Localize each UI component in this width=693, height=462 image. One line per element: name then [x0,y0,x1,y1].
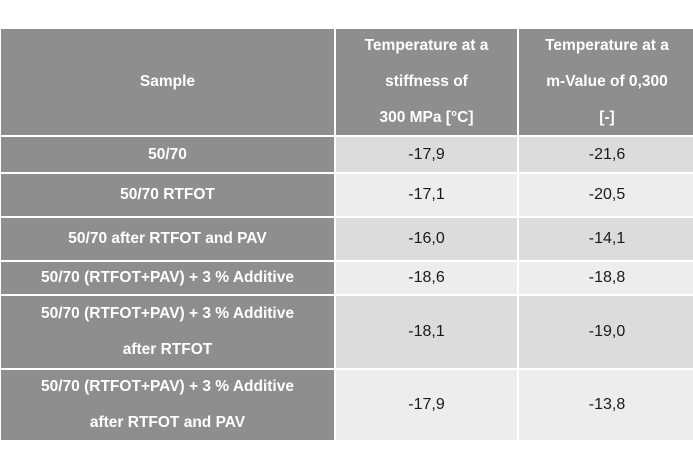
stiffness-temp-cell: -18,1 [336,296,517,368]
header-sample-line: Sample [139,73,196,90]
mvalue-temp-cell: -14,1 [519,218,693,260]
sample-label: 50/70 (RTFOT+PAV) + 3 % Additive [41,305,294,322]
header-line: Temperature at a [545,37,669,54]
mvalue-temp-cell: -19,0 [519,296,693,368]
mvalue-temp-cell: -18,8 [519,262,693,294]
header-line: m-Value of 0,300 [546,73,668,90]
stiffness-temp-cell: -18,6 [336,262,517,294]
header-line: stiffness of [385,73,468,90]
mvalue-temp-cell: -21,6 [519,137,693,172]
row-sample-cell: 50/70 (RTFOT+PAV) + 3 % Additive [1,262,334,294]
header-stiffness-temperature: Temperature at a stiffness of 300 MPa [°… [336,29,517,135]
row-sample-cell: 50/70 RTFOT [1,174,334,216]
header-line: [-] [599,109,615,126]
mvalue-temp-cell: -20,5 [519,174,693,216]
sample-label: 50/70 after RTFOT and PAV [68,230,267,247]
header-line: 300 MPa [°C] [379,109,474,126]
header-mvalue-temperature: Temperature at a m-Value of 0,300 [-] [519,29,693,135]
row-sample-cell: 50/70 (RTFOT+PAV) + 3 % Additive after R… [1,296,334,368]
sample-label: 50/70 (RTFOT+PAV) + 3 % Additive [41,269,294,286]
stiffness-temp-cell: -17,9 [336,370,517,440]
results-table: Sample Temperature at a stiffness of 300… [1,29,693,440]
row-sample-cell: 50/70 [1,137,334,172]
stiffness-temp-cell: -16,0 [336,218,517,260]
row-sample-cell: 50/70 after RTFOT and PAV [1,218,334,260]
sample-label: after RTFOT and PAV [89,414,246,431]
sample-label: after RTFOT [122,341,213,358]
mvalue-temp-cell: -13,8 [519,370,693,440]
stiffness-temp-cell: -17,9 [336,137,517,172]
header-sample: Sample [1,29,334,135]
sample-label: 50/70 RTFOT [120,186,215,203]
header-line: Temperature at a [364,37,489,54]
stiffness-temp-cell: -17,1 [336,174,517,216]
row-sample-cell: 50/70 (RTFOT+PAV) + 3 % Additive after R… [1,370,334,440]
sample-label: 50/70 [148,145,187,163]
sample-label: 50/70 (RTFOT+PAV) + 3 % Additive [41,378,294,395]
